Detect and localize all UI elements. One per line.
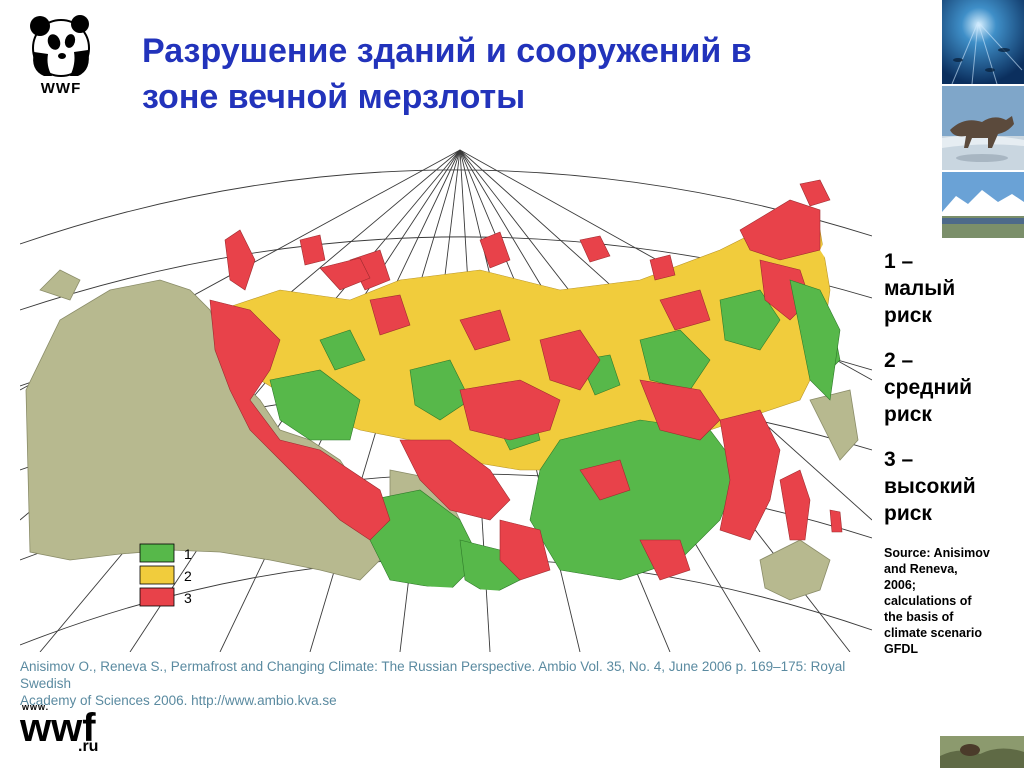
arctic-islands (224, 179, 843, 541)
risk-medium: 2 – средний риск (884, 347, 1024, 428)
risk-high-word: высокий (884, 475, 976, 498)
source-line: GFDL (884, 642, 919, 656)
risk-low: 1 – малый риск (884, 248, 1024, 329)
risk-medium-word: средний (884, 376, 973, 399)
panda-icon (30, 15, 90, 77)
legend-label-1: 1 (184, 546, 192, 562)
legend-swatch-3 (139, 587, 175, 607)
photo-underwater (942, 0, 1024, 84)
risk-legend-text: 1 – малый риск 2 – средний риск 3 – высо… (884, 248, 1024, 657)
source-note: Source: Anisimov and Reneva, 2006; calcu… (884, 545, 1024, 657)
wwf-logo: WWF (26, 12, 96, 97)
permafrost-risk-map: 1 2 3 (19, 140, 873, 653)
photo-mountains (942, 172, 1024, 238)
photo-arctic-fox (942, 86, 1024, 170)
citation-line-2: Academy of Sciences 2006. http://www.amb… (20, 693, 337, 708)
risk-low-label: риск (884, 304, 932, 327)
title-line-2: зоне вечной мерзлоты (142, 78, 526, 116)
risk-low-code: 1 – (884, 250, 914, 273)
wwf-ru-logo: www. wwf .ru (20, 700, 120, 760)
legend-label-3: 3 (184, 590, 192, 606)
risk-medium-code: 2 – (884, 349, 914, 372)
legend-swatch-2 (139, 565, 175, 585)
photo-corner (940, 736, 1024, 768)
risk-low-word: малый (884, 277, 956, 300)
map-citation: Anisimov O., Reneva S., Permafrost and C… (20, 658, 880, 709)
legend-label-2: 2 (184, 568, 192, 584)
source-line: calculations of (884, 594, 972, 608)
source-line: and Reneva, (884, 562, 958, 576)
logo-caption: WWF (40, 80, 82, 97)
citation-line-1: Anisimov O., Reneva S., Permafrost and C… (20, 659, 846, 691)
title-line-1: Разрушение зданий и сооружений в (142, 32, 752, 70)
source-line: Source: Anisimov (884, 546, 990, 560)
legend-swatch-1 (139, 543, 175, 563)
source-line: 2006; (884, 578, 916, 592)
source-line: the basis of (884, 610, 954, 624)
zones-high-risk (209, 199, 821, 581)
risk-high-label: риск (884, 502, 932, 525)
logo-wwf: wwf (20, 706, 96, 750)
risk-medium-label: риск (884, 403, 932, 426)
risk-high-code: 3 – (884, 448, 914, 471)
logo-www: www. (22, 702, 50, 712)
logo-ru: .ru (78, 738, 99, 755)
zones-low-risk (269, 289, 841, 596)
map-legend: 1 2 3 (139, 543, 192, 607)
page-title: Разрушение зданий и сооружений в зоне ве… (142, 28, 922, 120)
source-line: climate scenario (884, 626, 982, 640)
risk-high: 3 – высокий риск (884, 446, 1024, 527)
photo-strip (942, 0, 1024, 238)
